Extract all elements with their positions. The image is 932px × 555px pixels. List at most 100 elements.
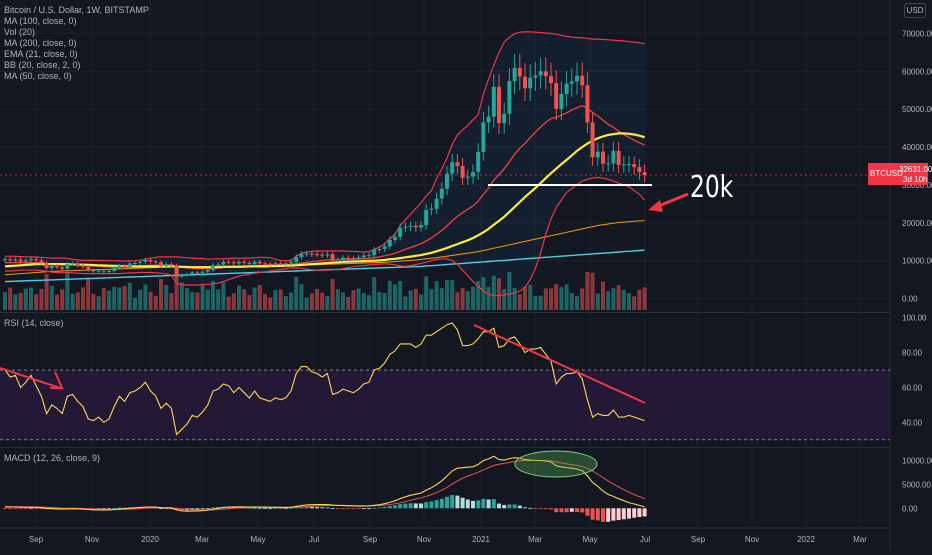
volume-bar (351, 290, 356, 310)
candle-body (341, 257, 345, 260)
candle-body (268, 263, 273, 265)
macd-histogram-bar (517, 505, 522, 509)
volume-bar (361, 293, 366, 310)
candle-body (330, 254, 335, 260)
candle-body (419, 225, 423, 228)
candle-body (528, 77, 533, 89)
candle-body (138, 261, 143, 264)
volume-bar (18, 292, 23, 310)
candle-body (616, 150, 621, 165)
macd-histogram-bar (13, 508, 18, 510)
volume-bar (517, 294, 522, 310)
candle-body (325, 254, 330, 256)
x-tick-label: Mar (528, 535, 542, 544)
candle-body (507, 81, 512, 114)
volume-bar (616, 285, 621, 310)
indicator-label-ma200[interactable]: MA (200, close, 0) (4, 38, 77, 48)
macd-histogram-bar (575, 508, 579, 512)
volume-bar (252, 287, 257, 310)
macd-pane-title[interactable]: MACD (12, 26, close, 9) (4, 453, 101, 463)
volume-bar (29, 287, 33, 310)
volume-bar (543, 288, 548, 310)
volume-bar (153, 295, 158, 310)
volume-bar (81, 287, 85, 310)
macd-histogram-bar (595, 508, 600, 521)
candle-body (81, 265, 85, 267)
macd-histogram-bar (252, 507, 257, 509)
volume-bar (75, 292, 80, 310)
volume-bar (528, 284, 533, 310)
macd-histogram-bar (569, 508, 574, 512)
candle-body (309, 253, 314, 255)
volume-bar (278, 289, 283, 310)
indicator-label-ema21[interactable]: EMA (21, close, 0) (4, 49, 78, 59)
candle-body (200, 271, 205, 273)
bollinger-band-fill (5, 31, 645, 296)
volume-bar (335, 289, 340, 310)
volume-bar (408, 290, 413, 310)
candle-body (564, 83, 569, 94)
volume-bar (315, 288, 319, 310)
volume-bar (606, 291, 611, 310)
volume-bar (611, 288, 616, 310)
candle-body (55, 266, 59, 268)
macd-axis-tick: 10000.00 (902, 457, 932, 466)
macd-histogram-bar (164, 508, 169, 510)
indicator-label-ma50[interactable]: MA (50, close, 0) (4, 71, 72, 81)
x-tick-label: Nov (417, 535, 431, 544)
macd-histogram-bar (543, 508, 548, 510)
volume-bar (460, 288, 465, 310)
price-axis-tick: 50000.00 (902, 105, 932, 114)
x-tick-label: May (250, 535, 265, 544)
rsi-axis-tick: 60.00 (902, 383, 923, 392)
volume-bar (122, 285, 127, 310)
macd-histogram-bar (112, 508, 117, 509)
candle-body (429, 208, 434, 210)
volume-bar (471, 286, 475, 310)
annotation-text[interactable]: 20k (690, 170, 734, 205)
macd-histogram-bar (143, 506, 148, 509)
candle-body (523, 76, 527, 89)
rsi-band-fill (0, 370, 890, 440)
x-tick-label: Sep (29, 535, 44, 544)
candle-body (107, 270, 111, 272)
volume-bar (419, 294, 423, 310)
rsi-pane-title[interactable]: RSI (14, close) (4, 318, 64, 328)
macd-line (4, 455, 645, 512)
candle-body (533, 75, 538, 78)
volume-bar (289, 292, 293, 310)
volume-bar (174, 272, 179, 310)
volume-bar (101, 287, 106, 310)
volume-bar (564, 284, 569, 310)
volume-bar (107, 290, 111, 310)
candle-body (491, 86, 496, 117)
price-axis-tick: 40000.00 (902, 143, 932, 152)
macd-histogram-bar (450, 495, 455, 509)
volume-bar (309, 293, 314, 310)
macd-histogram-bar (611, 508, 616, 521)
indicator-label-ma100[interactable]: MA (100, close, 0) (4, 16, 77, 26)
volume-bar (413, 288, 418, 310)
macd-histogram-bar (299, 507, 304, 509)
candle-body (8, 259, 13, 261)
price-axis-tick: 70000.00 (902, 29, 932, 38)
currency-button[interactable]: USD (904, 3, 926, 18)
volume-bar (491, 275, 496, 310)
indicator-label-bb[interactable]: BB (20, close, 2, 0) (4, 60, 81, 70)
macd-histogram-bar (361, 508, 366, 510)
volume-bar (601, 281, 605, 310)
candle-body (554, 83, 559, 109)
candle-body (315, 254, 319, 256)
volume-bar (595, 293, 600, 310)
indicator-label-vol[interactable]: Vol (20) (4, 27, 36, 37)
macd-histogram-bar (3, 508, 7, 510)
macd-histogram-bar (304, 506, 309, 509)
macd-histogram-bar (377, 507, 382, 509)
candle-body (335, 259, 340, 261)
candle-body (13, 259, 18, 261)
candle-body (559, 94, 564, 109)
candle-body (101, 270, 106, 272)
volume-bar (445, 280, 449, 310)
volume-bar (8, 287, 13, 310)
volume-bar (283, 296, 288, 310)
